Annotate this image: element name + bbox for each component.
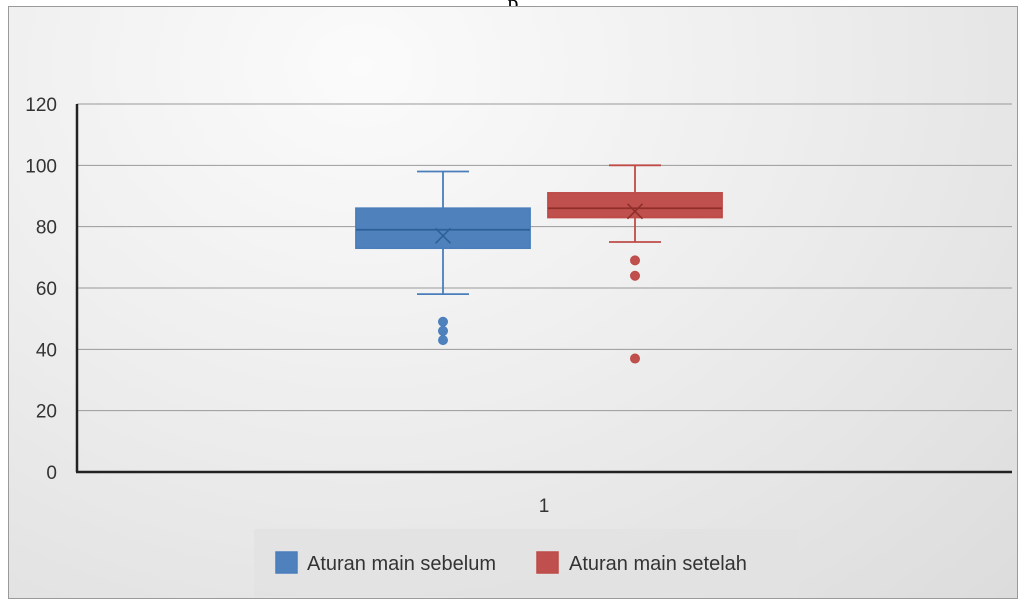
outlier-point: [630, 255, 640, 266]
legend: Aturan main sebelum Aturan main setelah: [254, 529, 798, 597]
outlier-point: [630, 353, 640, 364]
y-tick-label: 80: [36, 218, 57, 239]
y-tick-label: 120: [25, 95, 57, 116]
y-tick-label: 40: [36, 340, 57, 361]
box-series-1: [355, 170, 531, 346]
box-iqr: [355, 207, 531, 250]
legend-swatch-2: [536, 551, 559, 574]
outlier-point: [630, 270, 640, 281]
chart-area: [8, 6, 1018, 599]
outlier-point: [438, 316, 448, 327]
mean-marker-stroke: [626, 203, 644, 220]
y-tick-label: 60: [36, 279, 57, 300]
x-tick-label: 1: [539, 496, 550, 517]
legend-label-1: Aturan main sebelum: [307, 553, 496, 575]
legend-label-2: Aturan main setelah: [569, 553, 747, 575]
y-tick-label: 100: [25, 156, 57, 177]
box-iqr: [547, 192, 723, 219]
outlier-point: [438, 335, 448, 346]
legend-background: [254, 529, 798, 597]
outlier-point: [438, 325, 448, 336]
y-tick-label: 20: [36, 402, 57, 423]
mean-marker-stroke: [434, 227, 452, 244]
y-tick-label: 0: [46, 463, 57, 484]
legend-swatch-1: [275, 551, 298, 574]
box-series-2: [547, 164, 723, 364]
